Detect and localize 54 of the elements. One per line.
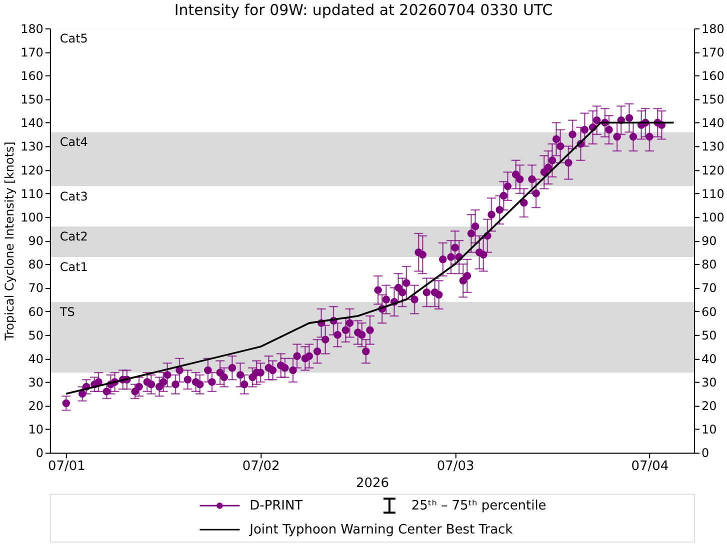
band-label: TS [58,304,75,319]
y-tick-label: 170 [20,45,44,60]
y2-tick-label: 60 [702,304,717,319]
y2-tick-label: 130 [702,140,724,154]
band-label: Cat5 [60,31,88,46]
y2-tick-label: 110 [702,186,724,201]
y2-tick-label: 10 [702,422,717,437]
y2-tick-label: 160 [702,68,724,83]
y-axis-title: Tropical Cyclone Intensity [knots] [2,142,17,342]
y2-tick-label: 90 [702,234,717,248]
y-tick-label: 20 [28,399,44,414]
y2-tick-label: 120 [702,163,724,178]
y2-tick-label: 140 [702,116,724,130]
y-tick-label: 90 [28,234,44,248]
band-label: Cat2 [60,229,88,244]
y2-tick-label: 50 [702,328,717,342]
y2-tick-label: 30 [702,376,717,390]
y-tick-label: 100 [20,210,44,224]
y-tick-label: 120 [20,163,44,178]
y-tick-label: 80 [28,258,44,272]
y2-tick-label: 150 [702,92,724,107]
y-tick-label: 150 [20,92,44,107]
x-axis-title: 2026 [356,476,389,492]
x-tick-label: 07/04 [631,459,669,474]
y2-tick-label: 40 [702,352,717,366]
y-tick-label: 70 [28,281,44,296]
y-tick-label: 10 [28,422,44,437]
band-label: Cat4 [60,135,88,150]
text: 25ᵗʰ – 75ᵗʰ percentile [411,498,546,514]
band-label: Cat3 [60,189,88,204]
y-tick-label: 130 [20,140,44,154]
legend-label: D-PRINT [250,498,303,514]
legend-label: Joint Typhoon Warning Center Best Track [248,522,514,538]
x-tick-label: 07/01 [48,459,86,474]
y-tick-label: 110 [20,186,44,201]
y2-tick-label: 20 [702,399,717,414]
x-tick-label: 07/03 [436,459,474,474]
y-tick-label: 180 [20,22,44,36]
band-label: Cat1 [60,260,88,274]
y-tick-label: 160 [20,68,44,83]
y-tick-label: 0 [36,446,44,460]
y2-tick-label: 70 [702,281,717,296]
y-tick-label: 140 [20,116,44,130]
y2-tick-label: 0 [702,446,710,460]
y-tick-label: 40 [28,352,44,366]
y-tick-label: 50 [28,328,44,342]
y-tick-label: 30 [28,376,44,390]
y-tick-label: 60 [28,304,44,319]
y2-tick-label: 180 [702,22,724,36]
y2-tick-label: 80 [702,258,717,272]
chart-title: Intensity for 09W: updated at 20260704 0330 UTC [174,0,553,19]
y2-tick-label: 170 [702,45,724,60]
x-tick-label: 07/02 [242,459,280,474]
y2-tick-label: 100 [702,210,724,224]
